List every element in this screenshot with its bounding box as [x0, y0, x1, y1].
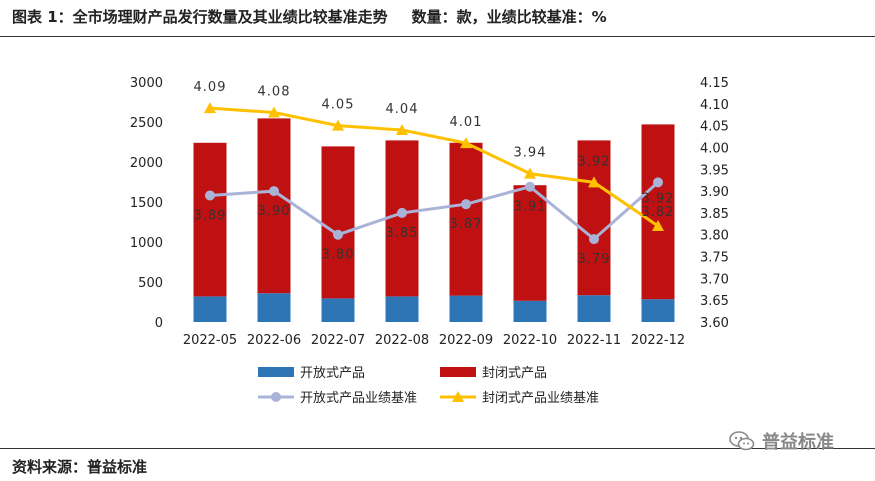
- x-tick-label: 2022-06: [247, 333, 301, 348]
- figure-header: 图表 1：全市场理财产品发行数量及其业绩比较基准走势 数量：款，业绩比较基准：%: [12, 6, 607, 27]
- x-tick-label: 2022-11: [567, 333, 621, 348]
- y-right-tick-label: 4.15: [700, 76, 729, 91]
- data-label-open-benchmark: 3.80: [322, 248, 355, 263]
- data-label-closed-benchmark: 4.08: [258, 85, 291, 100]
- y-left-tick-label: 3000: [130, 76, 163, 91]
- point-closed-benchmark: [204, 102, 216, 114]
- y-right-tick-label: 3.95: [700, 163, 729, 178]
- y-right-tick-label: 4.10: [700, 98, 729, 113]
- y-right-tick-label: 3.80: [700, 229, 729, 244]
- point-open-benchmark: [397, 207, 407, 218]
- bar-open-product: [321, 298, 355, 322]
- point-open-benchmark: [461, 199, 471, 210]
- point-open-benchmark: [653, 177, 663, 188]
- point-open-benchmark: [205, 190, 215, 201]
- point-open-benchmark: [333, 229, 343, 240]
- y-left-tick-label: 2000: [130, 156, 163, 171]
- point-closed-benchmark: [268, 106, 280, 118]
- y-right-tick-label: 3.85: [700, 207, 729, 222]
- x-tick-label: 2022-09: [439, 333, 493, 348]
- bar-open-product: [449, 295, 483, 322]
- y-left-tick-label: 1000: [130, 236, 163, 251]
- point-open-benchmark: [589, 234, 599, 245]
- legend-label-closed-benchmark: 封闭式产品业绩基准: [482, 391, 599, 406]
- bar-open-product: [641, 299, 675, 322]
- y-left-tick-label: 500: [138, 276, 163, 291]
- bar-closed-product: [577, 140, 611, 296]
- y-left-tick-label: 2500: [130, 116, 163, 131]
- legend-swatch-closed-product: [440, 367, 476, 377]
- data-label-closed-benchmark: 4.01: [450, 115, 483, 130]
- line-open-benchmark: [209, 181, 659, 242]
- data-label-open-benchmark: 3.79: [578, 252, 611, 267]
- legend-label-open-benchmark: 开放式产品业绩基准: [300, 391, 417, 406]
- x-tick-label: 2022-08: [375, 333, 429, 348]
- y-right-tick-label: 4.05: [700, 120, 729, 135]
- y-left-tick-label: 0: [155, 316, 163, 331]
- x-tick-label: 2022-07: [311, 333, 365, 348]
- data-label-open-benchmark: 3.90: [258, 204, 291, 219]
- watermark-text: 普益标准: [762, 432, 834, 453]
- bar-closed-product: [641, 124, 675, 300]
- bar-closed-product: [193, 142, 227, 297]
- y-right-tick-label: 3.75: [700, 251, 729, 266]
- data-label-open-benchmark: 3.91: [514, 200, 547, 215]
- point-open-benchmark: [269, 186, 279, 197]
- legend-marker-open-benchmark: [271, 392, 281, 402]
- legend-marker-closed-benchmark: [452, 391, 464, 402]
- y-right-tick-label: 3.65: [700, 294, 729, 309]
- source-note: 资料来源：普益标准: [12, 458, 148, 476]
- y-left-tick-label: 1500: [130, 196, 163, 211]
- y-right-tick-label: 3.70: [700, 272, 729, 287]
- data-label-open-benchmark: 3.89: [194, 208, 227, 223]
- figure-title: 图表 1：全市场理财产品发行数量及其业绩比较基准走势: [12, 8, 388, 26]
- data-label-closed-benchmark: 3.82: [642, 205, 675, 220]
- point-closed-benchmark: [524, 167, 536, 179]
- bar-closed-product: [385, 140, 419, 297]
- bar-closed-product: [257, 118, 291, 294]
- bar-closed-product: [321, 146, 355, 299]
- legend-swatch-open-product: [258, 367, 294, 377]
- x-tick-label: 2022-10: [503, 333, 557, 348]
- y-right-tick-label: 3.60: [700, 316, 729, 331]
- figure-units: 数量：款，业绩比较基准：%: [411, 8, 607, 26]
- bar-open-product: [193, 296, 227, 322]
- point-closed-benchmark: [460, 137, 472, 149]
- bottom-rule: [0, 448, 875, 449]
- y-right-tick-label: 4.00: [700, 141, 729, 156]
- point-open-benchmark: [525, 181, 535, 192]
- data-label-closed-benchmark: 4.05: [322, 98, 355, 113]
- wechat-icon: [729, 431, 755, 451]
- top-rule: [0, 36, 875, 37]
- point-closed-benchmark: [652, 220, 664, 231]
- bar-open-product: [385, 296, 419, 322]
- chart: 0 500 1000 1500 2000 2500 3000 3.60 3.65 3.70 3.75…: [130, 76, 729, 406]
- data-label-closed-benchmark: 4.09: [194, 80, 227, 95]
- watermark: 普益标准: [728, 428, 834, 454]
- point-closed-benchmark: [588, 176, 600, 188]
- data-label-open-benchmark: 3.92: [642, 191, 675, 206]
- bar-open-product: [513, 300, 547, 322]
- data-label-open-benchmark: 3.87: [450, 217, 483, 232]
- legend-label-open-product: 开放式产品: [300, 366, 365, 381]
- bar-closed-product: [513, 185, 547, 301]
- x-tick-label: 2022-05: [183, 333, 237, 348]
- legend-label-closed-product: 封闭式产品: [482, 366, 547, 381]
- data-label-closed-benchmark: 3.94: [514, 146, 547, 161]
- point-closed-benchmark: [396, 124, 408, 135]
- data-label-closed-benchmark: 4.04: [386, 102, 419, 117]
- point-closed-benchmark: [332, 119, 344, 131]
- y-right-tick-label: 3.90: [700, 185, 729, 200]
- data-label-closed-benchmark: 3.92: [578, 154, 611, 169]
- data-label-open-benchmark: 3.85: [386, 226, 419, 241]
- line-closed-benchmark: [209, 106, 659, 228]
- bar-open-product: [257, 293, 291, 322]
- bar-closed-product: [449, 142, 483, 296]
- bar-open-product: [577, 295, 611, 322]
- x-tick-label: 2022-12: [631, 333, 685, 348]
